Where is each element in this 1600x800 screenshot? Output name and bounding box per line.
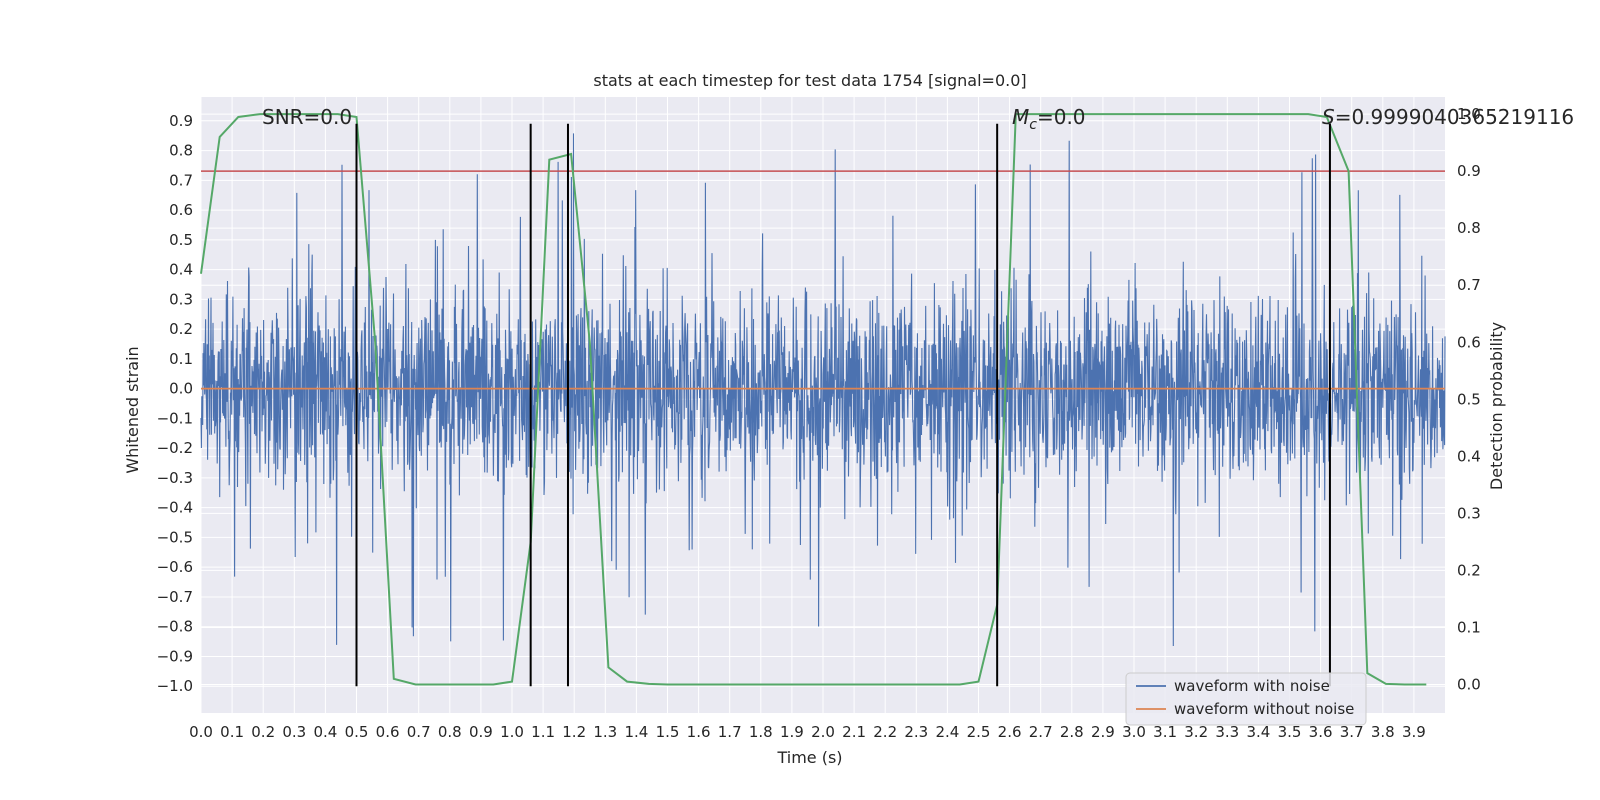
y-tick-label: −0.1	[157, 409, 193, 427]
y-tick-label: 0.2	[169, 320, 193, 338]
y-tick-label: 0.3	[169, 290, 193, 308]
series-detection-probability	[200, 113, 1427, 686]
x-axis-ticks: 0.0 0.1 0.2 0.3 0.4 0.5 0.6 0.7 0.8 0.9 1.0 1.1 1.2 1…	[189, 723, 1426, 741]
legend-label-noise: waveform with noise	[1174, 677, 1330, 695]
y-right-axis-label: Detection probability	[1487, 322, 1506, 490]
legend-label-clean: waveform without noise	[1174, 700, 1354, 718]
x-tick-label: 3.7	[1340, 723, 1364, 741]
x-tick-label: 2.2	[873, 723, 897, 741]
y-right-tick-label: 1.0	[1457, 105, 1481, 123]
y-right-tick-label: 0.1	[1457, 618, 1481, 636]
x-tick-label: 2.9	[1091, 723, 1115, 741]
y-tick-label: 0.6	[169, 201, 193, 219]
x-tick-label: 0.5	[345, 723, 369, 741]
x-tick-label: 1.7	[718, 723, 742, 741]
plot-area	[200, 97, 1446, 713]
x-tick-label: 1.0	[500, 723, 524, 741]
y-tick-label: −0.7	[157, 588, 193, 606]
series-layer	[200, 113, 1446, 686]
x-tick-label: 1.8	[749, 723, 773, 741]
legend-box	[1125, 672, 1367, 726]
mc-annotation-rest: =0.0	[1037, 105, 1086, 129]
chart-title: stats at each timestep for test data 175…	[593, 71, 1026, 90]
x-tick-label: 2.8	[1060, 723, 1084, 741]
x-tick-label: 2.5	[967, 723, 991, 741]
x-tick-label: 3.5	[1278, 723, 1302, 741]
x-tick-label: 2.3	[904, 723, 928, 741]
y-tick-label: 0.7	[169, 171, 193, 189]
x-tick-label: 2.1	[842, 723, 866, 741]
vertical-markers	[355, 123, 1331, 687]
y-tick-label: −0.5	[157, 528, 193, 546]
y-tick-label: 0.0	[169, 380, 193, 398]
y-right-tick-label: 0.7	[1457, 276, 1481, 294]
s-annotation-main: S	[1322, 105, 1335, 129]
x-tick-label: 1.2	[562, 723, 586, 741]
x-tick-label: 3.9	[1402, 723, 1426, 741]
x-tick-label: 3.6	[1309, 723, 1333, 741]
x-tick-label: 2.0	[811, 723, 835, 741]
x-tick-label: 3.4	[1246, 723, 1270, 741]
y-tick-label: −0.6	[157, 558, 193, 576]
x-tick-label: 3.8	[1371, 723, 1395, 741]
x-tick-label: 0.9	[469, 723, 493, 741]
legend: waveform with noise waveform without noi…	[1125, 672, 1367, 726]
y-right-tick-label: 0.6	[1457, 333, 1481, 351]
y-tick-label: 0.5	[169, 231, 193, 249]
x-tick-label: 3.1	[1153, 723, 1177, 741]
x-tick-label: 1.3	[593, 723, 617, 741]
y-axis-ticks: 0.9 0.8 0.7 0.6 0.5 0.4 0.3 0.2 0.1 0.0 −0.1 −0.2 −0…	[157, 112, 193, 695]
y-tick-label: 0.8	[169, 142, 193, 160]
x-axis-label: Time (s)	[776, 748, 842, 767]
x-tick-label: 0.0	[189, 723, 213, 741]
x-tick-label: 0.4	[313, 723, 337, 741]
x-tick-label: 0.3	[282, 723, 306, 741]
x-tick-label: 1.6	[687, 723, 711, 741]
y-right-tick-label: 0.4	[1457, 447, 1481, 465]
y-axis-label: Whitened strain	[123, 346, 142, 473]
grid	[200, 97, 1445, 713]
x-tick-label: 3.0	[1122, 723, 1146, 741]
mc-annotation-sub: c	[1029, 117, 1037, 133]
y-tick-label: 0.1	[169, 350, 193, 368]
x-tick-label: 2.7	[1029, 723, 1053, 741]
y-right-tick-label: 0.2	[1457, 561, 1481, 579]
y-right-tick-label: 0.3	[1457, 504, 1481, 522]
y-tick-label: −0.4	[157, 499, 193, 517]
y-tick-label: −0.9	[157, 647, 193, 665]
y-tick-label: −1.0	[157, 677, 193, 695]
y-right-tick-label: 0.9	[1457, 162, 1481, 180]
y-right-tick-label: 0.8	[1457, 219, 1481, 237]
y-tick-label: 0.4	[169, 261, 193, 279]
y-tick-label: −0.3	[157, 469, 193, 487]
x-tick-label: 1.4	[624, 723, 648, 741]
x-tick-label: 3.3	[1215, 723, 1239, 741]
mc-annotation: Mc=0.0	[1012, 105, 1086, 133]
x-tick-label: 0.6	[376, 723, 400, 741]
x-tick-label: 1.5	[656, 723, 680, 741]
x-tick-label: 1.9	[780, 723, 804, 741]
y-right-axis-ticks: 1.0 0.9 0.8 0.7 0.6 0.5 0.4 0.3 0.2 0.1 0.0	[1457, 105, 1481, 693]
mc-annotation-main: M	[1012, 105, 1029, 129]
x-tick-label: 3.2	[1184, 723, 1208, 741]
y-tick-label: 0.9	[169, 112, 193, 130]
y-tick-label: −0.2	[157, 439, 193, 457]
x-tick-label: 0.1	[220, 723, 244, 741]
x-tick-label: 0.7	[407, 723, 431, 741]
y-tick-label: −0.8	[157, 618, 193, 636]
y-right-tick-label: 0.5	[1457, 390, 1481, 408]
y-right-tick-label: 0.0	[1457, 675, 1481, 693]
series-waveform-with-noise	[200, 133, 1446, 647]
x-tick-label: 0.2	[251, 723, 275, 741]
s-annotation: S=0.9999040365219116	[1322, 105, 1574, 129]
x-tick-label: 1.1	[531, 723, 555, 741]
x-tick-label: 0.8	[438, 723, 462, 741]
snr-annotation: SNR=0.0	[262, 105, 352, 129]
x-tick-label: 2.6	[998, 723, 1022, 741]
s-annotation-rest: =0.9999040365219116	[1335, 105, 1574, 129]
x-tick-label: 2.4	[935, 723, 959, 741]
